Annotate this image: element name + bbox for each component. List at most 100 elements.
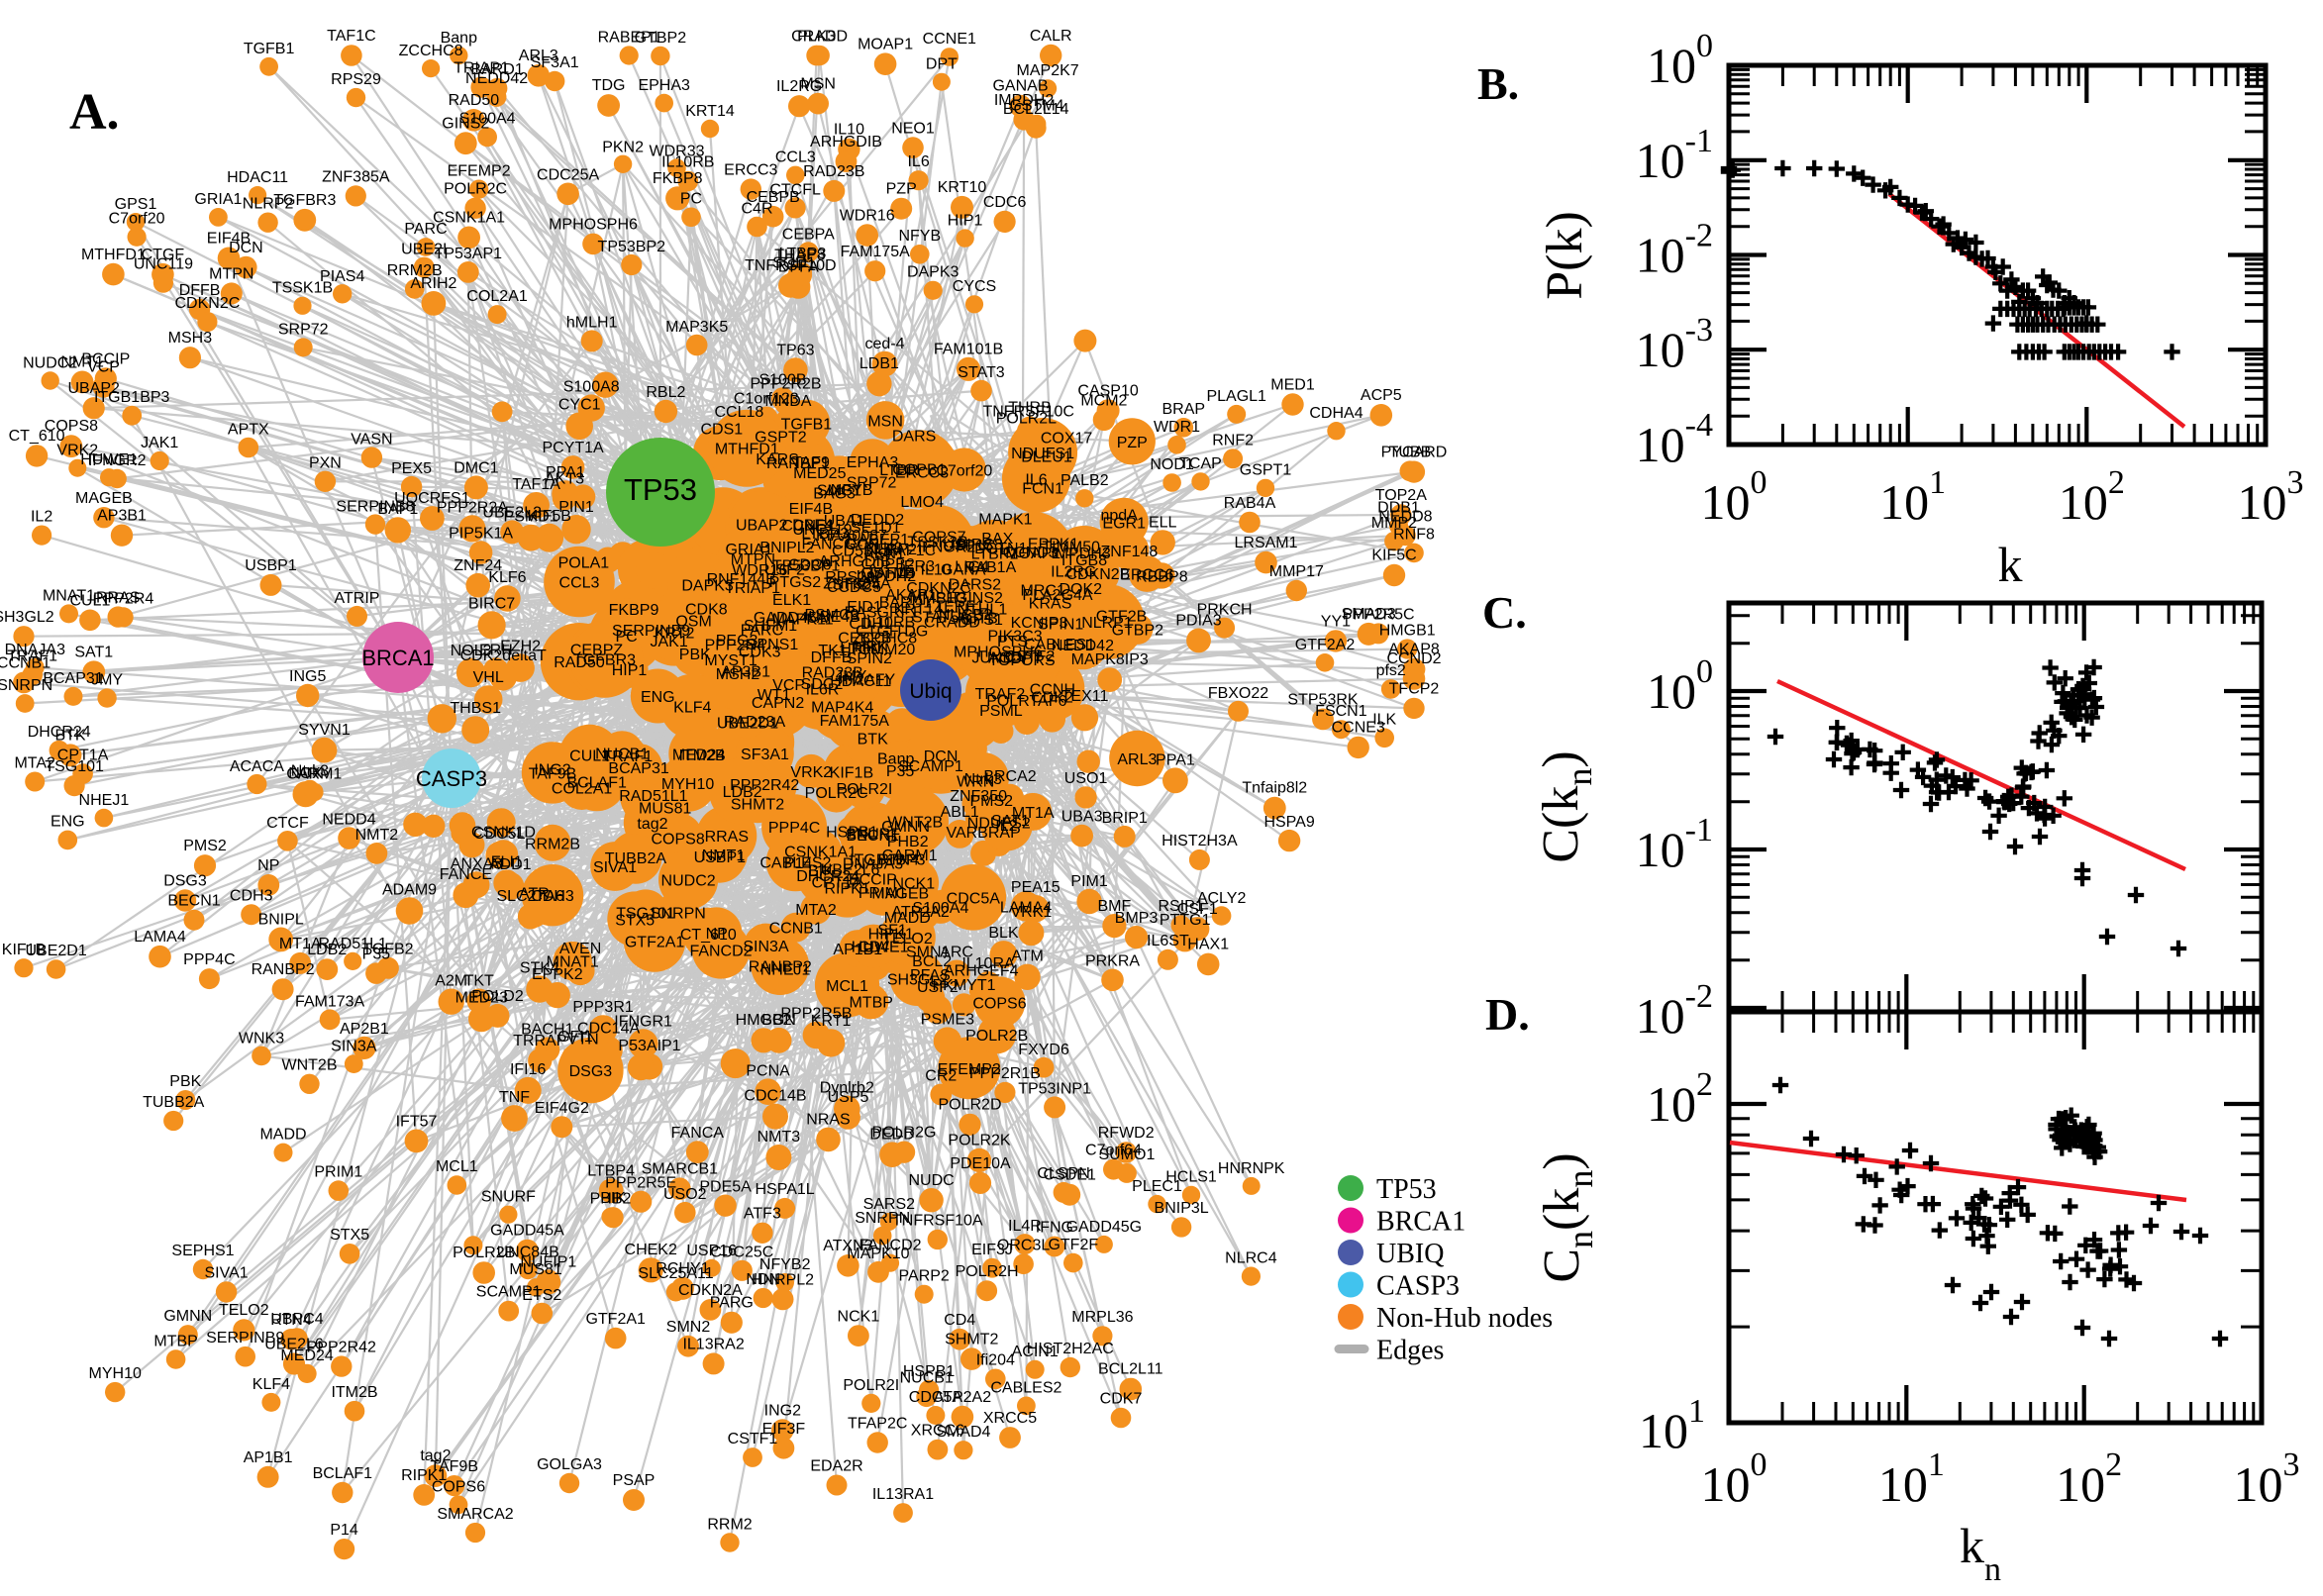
svg-text:POLR2B: POLR2B [965, 1028, 1028, 1045]
svg-text:ERCC3: ERCC3 [724, 161, 777, 178]
svg-text:WNK3: WNK3 [239, 1031, 284, 1047]
svg-text:IL6: IL6 [1025, 471, 1047, 488]
svg-text:BRCA1: BRCA1 [361, 646, 434, 670]
svg-text:LRSAM1: LRSAM1 [1234, 535, 1297, 551]
svg-text:S100A8: S100A8 [563, 378, 620, 395]
svg-text:TRAF2: TRAF2 [975, 686, 1026, 703]
svg-text:BIK: BIK [600, 1190, 626, 1207]
svg-text:C7orf20: C7orf20 [936, 463, 992, 480]
svg-text:GPS1: GPS1 [115, 196, 157, 213]
svg-text:SRP72: SRP72 [847, 475, 897, 492]
svg-text:IL6ST: IL6ST [1147, 933, 1189, 949]
svg-text:NEO1: NEO1 [891, 120, 935, 137]
svg-text:POLR2H: POLR2H [956, 1263, 1019, 1280]
svg-text:GTBP2: GTBP2 [635, 30, 687, 47]
svg-text:LAMA4: LAMA4 [134, 929, 186, 946]
svg-text:AP3B1: AP3B1 [721, 664, 770, 681]
svg-text:RTN4: RTN4 [877, 852, 919, 869]
svg-text:PARG: PARG [710, 1295, 754, 1312]
svg-text:FKBP9: FKBP9 [609, 602, 659, 619]
svg-text:PLEC1: PLEC1 [1132, 1178, 1182, 1195]
svg-text:ACP5: ACP5 [1361, 387, 1402, 404]
svg-text:ATF3: ATF3 [744, 1206, 781, 1223]
svg-text:SHMT2: SHMT2 [945, 1331, 998, 1347]
svg-text:MAPK10: MAPK10 [847, 1246, 909, 1262]
svg-text:FANCA: FANCA [671, 1125, 725, 1142]
svg-text:ACACA: ACACA [230, 758, 284, 775]
svg-text:DFFB: DFFB [811, 649, 853, 666]
svg-text:GMNN: GMNN [163, 1308, 212, 1325]
svg-text:BNIP3L: BNIP3L [1155, 1200, 1209, 1217]
svg-text:TELO2: TELO2 [882, 931, 933, 948]
svg-text:pfs2: pfs2 [1376, 662, 1406, 679]
svg-text:C(kn): C(kn) [1533, 750, 1599, 862]
svg-text:ENG: ENG [50, 814, 85, 831]
svg-text:PIM1: PIM1 [1070, 873, 1107, 890]
svg-text:POLR2K: POLR2K [948, 1133, 1010, 1149]
svg-text:S100A4: S100A4 [459, 111, 516, 128]
svg-text:CCNB1: CCNB1 [769, 921, 823, 938]
svg-text:ced-4: ced-4 [864, 336, 904, 352]
svg-text:DPT: DPT [926, 56, 958, 73]
svg-text:ARHGDIB: ARHGDIB [810, 134, 882, 150]
svg-text:IL4R: IL4R [1008, 1218, 1042, 1235]
svg-text:BGN: BGN [761, 1012, 796, 1029]
svg-text:NHEJ1: NHEJ1 [79, 792, 130, 809]
svg-text:DHCR24: DHCR24 [28, 724, 91, 741]
svg-text:tag2: tag2 [420, 1447, 451, 1464]
svg-text:VCP: VCP [87, 358, 120, 375]
svg-text:GADD45A: GADD45A [754, 610, 828, 627]
svg-text:DOK2: DOK2 [1060, 581, 1103, 598]
svg-text:BECN1: BECN1 [167, 893, 220, 910]
svg-text:UBE2D1: UBE2D1 [717, 716, 778, 733]
svg-text:NUCB1: NUCB1 [595, 746, 649, 762]
svg-text:CT_610: CT_610 [680, 927, 737, 944]
svg-text:ILK: ILK [1372, 712, 1396, 729]
svg-text:TUBB2A: TUBB2A [605, 850, 667, 867]
svg-text:CEBPA: CEBPA [782, 226, 835, 243]
svg-text:CSDE1: CSDE1 [1044, 1167, 1096, 1184]
svg-text:IL13RA1: IL13RA1 [872, 1486, 934, 1503]
svg-text:DAPK3: DAPK3 [907, 264, 960, 281]
svg-text:BCL2L11: BCL2L11 [1098, 1361, 1163, 1378]
svg-text:GANAB: GANAB [992, 78, 1048, 95]
svg-text:RAD50: RAD50 [449, 92, 500, 109]
svg-text:FANCD2: FANCD2 [689, 944, 752, 960]
svg-text:FAM101B: FAM101B [934, 342, 1003, 358]
svg-text:BNIPL: BNIPL [258, 912, 304, 929]
svg-text:EPHA3: EPHA3 [847, 454, 899, 471]
svg-text:TUBB2A: TUBB2A [143, 1094, 205, 1111]
svg-text:NCK1: NCK1 [892, 876, 935, 893]
svg-text:PLAGL1: PLAGL1 [1206, 388, 1266, 405]
svg-text:MSH3: MSH3 [922, 591, 966, 608]
svg-text:ARL3: ARL3 [519, 48, 558, 64]
svg-text:NLRP2: NLRP2 [243, 196, 294, 213]
svg-text:B.: B. [1477, 58, 1519, 109]
svg-text:ARL3: ARL3 [1117, 751, 1157, 768]
svg-text:ACIN1: ACIN1 [1012, 1344, 1059, 1360]
svg-text:NLRC4: NLRC4 [1225, 1249, 1277, 1266]
svg-text:TGFBR3: TGFBR3 [573, 652, 636, 669]
svg-text:PBK: PBK [679, 647, 711, 663]
svg-text:RNF8: RNF8 [1393, 527, 1435, 544]
svg-text:TKT: TKT [464, 973, 494, 990]
svg-text:PZP: PZP [1117, 435, 1148, 451]
svg-text:BMP3: BMP3 [1115, 910, 1159, 927]
svg-text:Ubiq: Ubiq [909, 680, 952, 703]
svg-text:MPHOSPH6: MPHOSPH6 [549, 217, 638, 234]
svg-text:PTTG1: PTTG1 [1160, 912, 1211, 929]
svg-text:GOLGA3: GOLGA3 [537, 1456, 602, 1473]
svg-text:DSG3: DSG3 [163, 872, 207, 889]
svg-text:PMS2: PMS2 [183, 838, 227, 854]
svg-text:RANBP2: RANBP2 [252, 961, 315, 978]
svg-text:PEX5: PEX5 [391, 460, 432, 477]
svg-text:Ifi204: Ifi204 [976, 1352, 1015, 1369]
svg-text:WDR1: WDR1 [1154, 419, 1200, 436]
svg-text:NHEJ1: NHEJ1 [760, 962, 811, 979]
svg-text:PPA1: PPA1 [546, 464, 585, 481]
svg-text:PC: PC [680, 191, 702, 208]
svg-text:P35: P35 [886, 763, 915, 780]
svg-text:GTF2A1: GTF2A1 [625, 934, 685, 950]
svg-text:IL2RG: IL2RG [1051, 564, 1096, 581]
svg-text:DEDD: DEDD [869, 1126, 914, 1143]
